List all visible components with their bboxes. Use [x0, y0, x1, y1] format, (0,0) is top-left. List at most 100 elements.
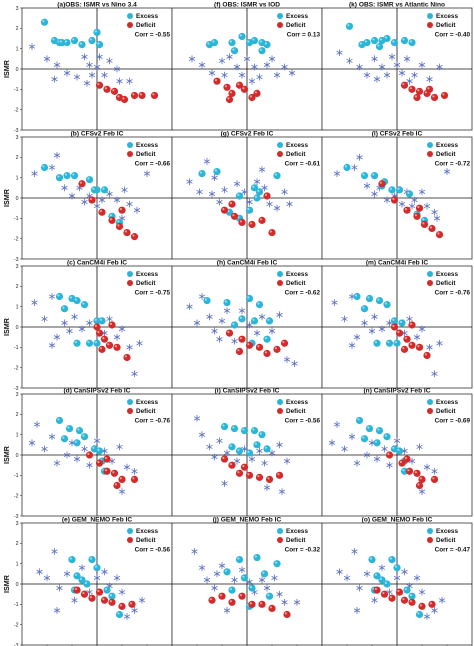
excess-year-marker-highlight [87, 177, 90, 180]
deficit-year-marker [420, 220, 429, 229]
neutral-year-marker [356, 153, 363, 161]
excess-year-marker-highlight [399, 320, 402, 323]
neutral-year-marker [93, 202, 101, 210]
panel-f: (f) OBS: ISMR vs IOD Excess Deficit Corr = … [171, 2, 323, 131]
deficit-year-marker [220, 455, 229, 463]
deficit-year-marker-highlight [249, 222, 252, 225]
excess-year-marker-highlight [267, 594, 270, 597]
neutral-year-marker [223, 607, 231, 614]
neutral-year-marker [53, 61, 61, 69]
deficit-year-marker-highlight [74, 587, 77, 591]
legend-deficit-label: Deficit [286, 22, 306, 29]
deficit-year-marker [415, 204, 424, 212]
excess-year-marker-highlight [259, 48, 262, 51]
deficit-year-marker-highlight [379, 181, 382, 184]
excess-year-marker-highlight [394, 565, 397, 568]
neutral-year-marker [431, 370, 438, 378]
excess-year-marker-highlight [397, 448, 400, 451]
neutral-year-marker [86, 61, 93, 69]
neutral-year-marker [363, 451, 371, 459]
excess-year-marker [83, 580, 91, 588]
deficit-year-marker-highlight [112, 471, 115, 474]
neutral-year-marker [81, 445, 88, 453]
excess-year-marker-highlight [362, 173, 365, 176]
panel-title: (f) OBS: ISMR vs IOD [214, 2, 280, 9]
deficit-year-marker-highlight [214, 79, 217, 82]
deficit-year-marker [235, 347, 244, 355]
legend-excess-marker [427, 399, 433, 405]
deficit-year-marker-highlight [247, 473, 250, 476]
excess-year-marker [375, 427, 384, 435]
neutral-year-marker [343, 574, 351, 582]
excess-year-marker-highlight [367, 296, 370, 299]
excess-year-marker-highlight [402, 469, 405, 472]
deficit-year-marker [430, 93, 439, 102]
y-tick-label: -2 [14, 365, 19, 371]
deficit-year-marker [268, 604, 276, 613]
excess-year-marker-highlight [109, 214, 112, 217]
neutral-year-marker [223, 307, 231, 315]
deficit-year-marker-highlight [97, 330, 100, 334]
excess-year-marker [370, 172, 379, 180]
excess-year-marker-highlight [74, 573, 77, 576]
neutral-year-marker [371, 596, 378, 604]
neutral-year-marker [278, 488, 286, 495]
deficit-year-marker-highlight [94, 324, 97, 327]
legend-excess-marker [127, 271, 133, 277]
excess-year-marker [383, 433, 391, 441]
deficit-year-marker-highlight [119, 477, 122, 480]
neutral-year-marker [121, 186, 128, 194]
neutral-year-marker [411, 196, 418, 204]
deficit-year-marker-highlight [382, 591, 385, 595]
deficit-year-marker-highlight [129, 602, 132, 605]
deficit-year-marker [225, 329, 234, 337]
neutral-year-marker [206, 443, 213, 451]
excess-year-marker [255, 301, 264, 309]
y-tick-label: -1 [14, 345, 19, 351]
deficit-year-marker-highlight [117, 95, 120, 98]
deficit-year-marker-highlight [389, 596, 392, 599]
deficit-year-marker [98, 208, 106, 216]
deficit-year-marker-highlight [239, 337, 242, 340]
correlation-label: Corr = -0.72 [435, 161, 471, 168]
deficit-year-marker-highlight [222, 208, 225, 211]
neutral-year-marker [63, 69, 71, 77]
neutral-year-marker [136, 339, 143, 347]
excess-year-marker-highlight [384, 581, 387, 585]
excess-year-marker-highlight [369, 557, 372, 560]
deficit-year-marker [95, 329, 104, 337]
deficit-year-marker [103, 455, 111, 463]
deficit-year-marker-highlight [397, 330, 400, 334]
excess-year-marker [343, 163, 351, 172]
deficit-year-marker-highlight [402, 347, 405, 350]
neutral-year-marker [28, 43, 36, 51]
neutral-year-marker [31, 299, 38, 306]
deficit-year-marker-highlight [404, 208, 407, 211]
neutral-year-marker [258, 166, 266, 173]
y-axis-label: ISMR [2, 59, 11, 78]
deficit-year-marker-highlight [404, 337, 407, 340]
neutral-year-marker [258, 313, 266, 321]
legend-deficit-marker [277, 408, 283, 414]
neutral-year-marker [101, 568, 108, 576]
neutral-year-marker [276, 441, 283, 449]
neutral-year-marker [353, 333, 361, 341]
legend-deficit-marker [127, 151, 133, 157]
legend-excess-label: Excess [286, 13, 308, 20]
deficit-year-marker-highlight [109, 322, 112, 325]
neutral-year-marker [406, 77, 413, 85]
deficit-year-marker [78, 180, 86, 188]
neutral-year-marker [208, 190, 216, 198]
deficit-year-marker-highlight [249, 602, 252, 605]
neutral-year-marker [116, 443, 123, 451]
excess-year-marker-highlight [359, 42, 362, 45]
excess-year-marker-highlight [72, 38, 75, 41]
neutral-year-marker [86, 319, 93, 327]
excess-year-marker-highlight [259, 40, 262, 43]
neutral-year-marker [246, 578, 253, 586]
neutral-year-marker [191, 548, 198, 555]
deficit-year-marker-highlight [132, 477, 135, 480]
excess-year-marker-highlight [89, 38, 92, 41]
excess-year-marker [60, 305, 69, 313]
